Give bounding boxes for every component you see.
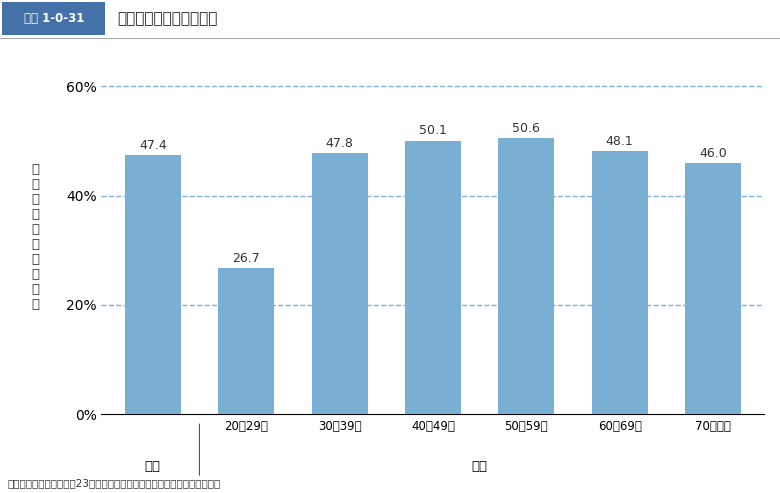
Text: 47.8: 47.8 xyxy=(325,137,353,150)
Text: 48.1: 48.1 xyxy=(606,135,633,148)
Bar xyxy=(592,151,647,414)
Text: 50.1: 50.1 xyxy=(419,124,447,137)
Text: 出典：厚生労働省「平成23年度国民健康・栄養調査」をもとに内閣府作成: 出典：厚生労働省「平成23年度国民健康・栄養調査」をもとに内閣府作成 xyxy=(8,478,221,488)
Bar xyxy=(685,163,741,414)
Text: 46.0: 46.0 xyxy=(699,146,727,160)
Text: 図表 1-0-31: 図表 1-0-31 xyxy=(24,12,85,25)
Bar xyxy=(311,153,367,414)
Text: 50.6: 50.6 xyxy=(512,121,541,135)
Text: 用
意
し
て
い
る
者
の
割
合: 用 意 し て い る 者 の 割 合 xyxy=(31,163,39,311)
Bar xyxy=(218,268,274,414)
Bar xyxy=(125,155,181,414)
Bar xyxy=(498,138,555,414)
Text: 47.4: 47.4 xyxy=(139,139,167,152)
Text: 非常用食糧の用意の有無: 非常用食糧の用意の有無 xyxy=(117,11,218,26)
Bar xyxy=(405,141,461,414)
Polygon shape xyxy=(2,2,105,35)
Text: 26.7: 26.7 xyxy=(232,252,260,265)
Text: 全体: 全体 xyxy=(145,460,161,473)
Text: 内訳: 内訳 xyxy=(472,460,488,473)
